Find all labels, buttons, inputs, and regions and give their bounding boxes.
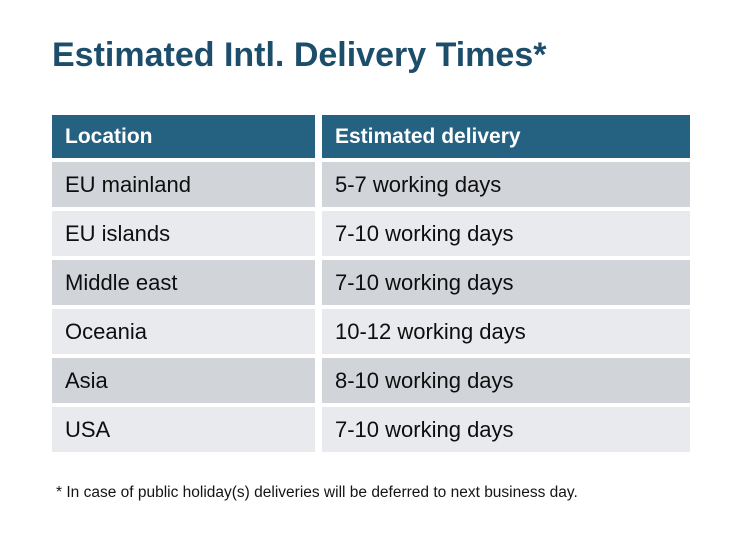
delivery-times-table: Location Estimated delivery EU mainland … [52, 115, 690, 452]
table-cell-location: Asia [52, 358, 315, 403]
column-header-location: Location [52, 115, 315, 158]
table-cell-delivery: 7-10 working days [322, 260, 690, 305]
table-cell-delivery: 8-10 working days [322, 358, 690, 403]
table-cell-location: Oceania [52, 309, 315, 354]
table-cell-delivery: 10-12 working days [322, 309, 690, 354]
page-title: Estimated Intl. Delivery Times* [52, 36, 547, 74]
table-cell-delivery: 7-10 working days [322, 211, 690, 256]
footnote: * In case of public holiday(s) deliverie… [56, 484, 578, 501]
column-header-estimated-delivery: Estimated delivery [322, 115, 690, 158]
table-cell-location: USA [52, 407, 315, 452]
table-cell-location: Middle east [52, 260, 315, 305]
table-cell-location: EU mainland [52, 162, 315, 207]
table-cell-delivery: 7-10 working days [322, 407, 690, 452]
table-cell-delivery: 5-7 working days [322, 162, 690, 207]
table-cell-location: EU islands [52, 211, 315, 256]
